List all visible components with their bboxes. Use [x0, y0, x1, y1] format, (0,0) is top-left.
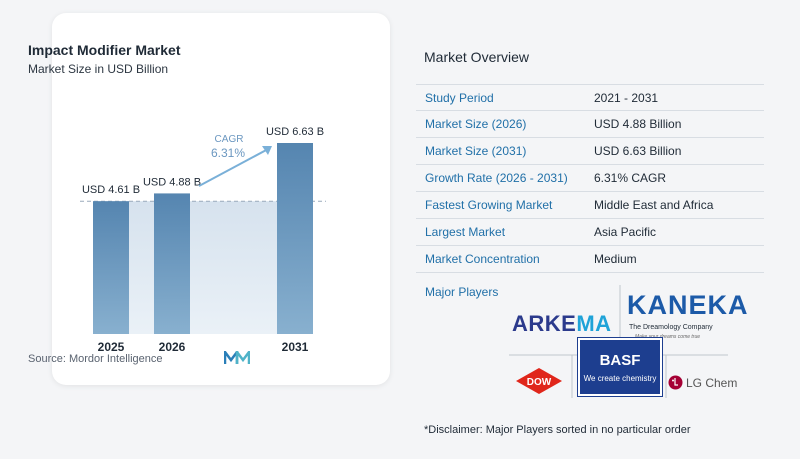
overview-row-label: Fastest Growing Market	[425, 198, 553, 212]
overview-row-value: Asia Pacific	[594, 225, 657, 239]
kaneka-logo: KANEKA The Dreamology Company Make your …	[627, 290, 749, 340]
overview-row-value: 2021 - 2031	[594, 90, 659, 105]
mordor-logo-icon	[224, 351, 250, 364]
bar-data-label: USD 6.63 B	[266, 126, 324, 138]
bar-2031	[277, 143, 313, 334]
overview-row: Market Size (2031) USD 6.63 Billion	[416, 138, 764, 165]
bar-2026	[154, 193, 190, 334]
overview-row-label: Growth Rate (2026 - 2031)	[425, 171, 568, 185]
overview-table: Study Period 2021 - 2031 Market Size (2026…	[416, 84, 764, 273]
basf-logo: BASF We create chemistry	[577, 337, 663, 397]
source-text: Source: Mordor Intelligence	[28, 353, 163, 365]
overview-row-label: Market Size (2031)	[425, 144, 527, 158]
overview-row: Study Period 2021 - 2031	[416, 84, 764, 111]
overview-row-value: USD 6.63 Billion	[594, 144, 682, 158]
overview-row: Market Size (2026) USD 4.88 Billion	[416, 111, 764, 138]
svg-text:DOW: DOW	[527, 377, 552, 388]
dow-logo: DOW	[516, 368, 562, 394]
players-title: Major Players	[425, 285, 499, 299]
overview-row-value: Middle East and Africa	[594, 198, 714, 212]
bar-data-label: USD 4.88 B	[143, 176, 201, 188]
overview-row-label: Largest Market	[425, 225, 506, 239]
chart-title: Impact Modifier Market	[28, 42, 181, 58]
x-tick-label: 2031	[282, 340, 309, 354]
overview-row-label: Study Period	[425, 90, 494, 105]
lgchem-logo: LG Chem	[668, 375, 737, 390]
overview-row: Growth Rate (2026 - 2031) 6.31% CAGR	[416, 165, 764, 192]
overview-row: Market Concentration Medium	[416, 246, 764, 273]
overview-title: Market Overview	[424, 49, 530, 65]
x-tick-label: 2026	[159, 340, 186, 354]
bar-2025	[93, 201, 129, 334]
overview-row-value: USD 4.88 Billion	[594, 117, 682, 131]
cagr-label: CAGR	[215, 134, 244, 145]
overview-row-label: Market Size (2026)	[425, 117, 527, 131]
overview-row-label: Market Concentration	[425, 252, 540, 266]
overview-row: Largest Market Asia Pacific	[416, 219, 764, 246]
overview-row-value: Medium	[594, 252, 637, 266]
lg-face-icon	[668, 375, 683, 390]
overview-row-value: 6.31% CAGR	[594, 171, 667, 185]
cagr-value: 6.31%	[211, 146, 245, 160]
x-tick-label: 2025	[98, 340, 125, 354]
arkema-logo: ARKEMA	[512, 311, 612, 336]
chart-subtitle: Market Size in USD Billion	[28, 62, 169, 76]
bar-data-label: USD 4.61 B	[82, 184, 140, 196]
overview-row: Fastest Growing Market Middle East and Af…	[416, 192, 764, 219]
disclaimer-text: *Disclaimer: Major Players sorted in no …	[424, 424, 691, 436]
cagr-arrowhead	[262, 146, 272, 155]
cagr-arrow	[198, 147, 271, 187]
